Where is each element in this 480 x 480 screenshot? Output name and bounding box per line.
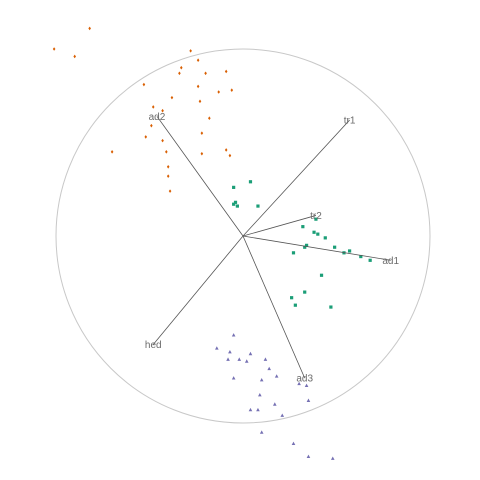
series-2-point-8 bbox=[301, 225, 305, 229]
series-3-point-7 bbox=[263, 357, 268, 361]
series-3-point-10 bbox=[274, 374, 279, 378]
axis-label-ad3: ad3 bbox=[296, 374, 313, 385]
series-1-point-6 bbox=[179, 65, 183, 70]
series-2-point-2 bbox=[232, 185, 236, 189]
series-1-point-19 bbox=[150, 123, 153, 128]
points-layer bbox=[52, 26, 372, 460]
series-1-point-1 bbox=[88, 26, 91, 31]
series-1-point-28 bbox=[166, 165, 170, 169]
series-1-point-10 bbox=[142, 82, 146, 87]
series-1-point-4 bbox=[189, 49, 192, 53]
series-3-point-24 bbox=[330, 456, 335, 460]
series-1-point-8 bbox=[204, 71, 207, 76]
axis-tr2 bbox=[242, 215, 317, 237]
series-1-point-2 bbox=[52, 47, 56, 51]
series-1-point-3 bbox=[73, 54, 76, 59]
axis-ad1 bbox=[242, 235, 391, 261]
series-1-point-12 bbox=[196, 84, 200, 89]
axis-label-ad1: ad1 bbox=[382, 256, 399, 267]
series-3-point-12 bbox=[259, 377, 264, 382]
series-1-point-27 bbox=[228, 153, 232, 158]
series-3-point-3 bbox=[228, 349, 232, 354]
series-3-point-2 bbox=[215, 346, 219, 350]
series-1-point-18 bbox=[208, 116, 211, 120]
series-1-point-14 bbox=[230, 88, 234, 92]
series-2-point-19 bbox=[291, 251, 296, 255]
series-1-point-21 bbox=[161, 138, 164, 143]
series-3-point-1 bbox=[231, 333, 236, 337]
series-2-point-13 bbox=[303, 245, 307, 249]
series-2-point-3 bbox=[256, 204, 260, 208]
series-2-point-10 bbox=[316, 232, 320, 236]
series-3-point-14 bbox=[304, 383, 309, 387]
series-3-point-23 bbox=[306, 454, 311, 459]
series-3-point-21 bbox=[259, 430, 264, 434]
series-2-point-24 bbox=[329, 305, 333, 309]
series-3-point-16 bbox=[306, 398, 311, 402]
series-1-point-16 bbox=[198, 99, 202, 104]
series-2-point-7 bbox=[314, 217, 318, 221]
series-3-point-20 bbox=[280, 413, 285, 417]
series-2-point-17 bbox=[359, 254, 363, 259]
series-1-point-23 bbox=[110, 150, 114, 154]
series-2-point-22 bbox=[290, 296, 294, 300]
series-2-point-18 bbox=[368, 258, 372, 262]
axis-ad2 bbox=[156, 116, 244, 237]
axis-label-tr1: tr1 bbox=[344, 116, 356, 127]
series-2-point-15 bbox=[347, 249, 352, 253]
series-3-point-9 bbox=[267, 366, 271, 371]
axis-label-tr2: tr2 bbox=[310, 211, 322, 222]
series-1-point-17 bbox=[161, 108, 164, 113]
series-1-point-26 bbox=[224, 148, 228, 152]
series-2-point-12 bbox=[333, 245, 337, 249]
series-1-point-30 bbox=[168, 189, 172, 193]
axis-hed bbox=[152, 235, 244, 345]
series-3-point-13 bbox=[297, 381, 301, 386]
series-3-point-18 bbox=[248, 407, 253, 412]
series-3-point-19 bbox=[256, 407, 260, 412]
series-1-point-24 bbox=[165, 150, 168, 154]
series-2-point-11 bbox=[323, 236, 327, 240]
axis-label-ad2: ad2 bbox=[149, 112, 166, 123]
series-3-point-11 bbox=[231, 376, 236, 380]
series-3-point-22 bbox=[291, 441, 296, 445]
series-3-point-5 bbox=[226, 357, 230, 361]
series-1-point-11 bbox=[170, 95, 174, 100]
series-2-point-5 bbox=[233, 200, 238, 204]
axis-ad3 bbox=[242, 235, 306, 379]
series-2-point-6 bbox=[232, 202, 236, 206]
series-3-point-8 bbox=[244, 359, 249, 363]
series-1-point-13 bbox=[217, 90, 220, 94]
unit-circle bbox=[55, 48, 431, 424]
series-3-point-6 bbox=[237, 357, 242, 361]
series-2-point-1 bbox=[248, 180, 253, 184]
series-1-point-22 bbox=[200, 131, 204, 135]
series-2-point-14 bbox=[304, 243, 309, 247]
series-2-point-23 bbox=[293, 303, 297, 307]
series-1-point-20 bbox=[144, 135, 148, 139]
series-3-point-15 bbox=[258, 392, 262, 397]
series-1-point-15 bbox=[151, 105, 155, 109]
series-2-point-21 bbox=[303, 290, 307, 294]
series-1-point-25 bbox=[200, 151, 204, 156]
loading-axes bbox=[152, 116, 391, 379]
series-2-point-9 bbox=[312, 230, 316, 234]
axis-tr1 bbox=[242, 119, 350, 237]
series-2-point-20 bbox=[319, 273, 324, 277]
axis-labels: ad2 tr1 tr2 ad1 ad3 hed bbox=[145, 112, 400, 385]
axis-label-hed: hed bbox=[145, 340, 162, 351]
series-1-point-5 bbox=[196, 58, 200, 63]
series-3-point-17 bbox=[272, 402, 277, 406]
series-1-point-29 bbox=[166, 174, 170, 178]
series-3-point-4 bbox=[248, 351, 253, 356]
series-2-point-4 bbox=[235, 204, 239, 208]
series-1-point-9 bbox=[224, 69, 228, 74]
series-1-point-7 bbox=[178, 71, 181, 76]
